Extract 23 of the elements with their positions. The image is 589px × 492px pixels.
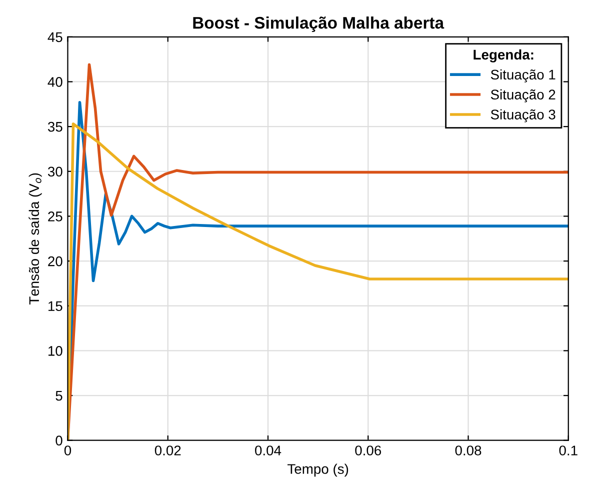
x-axis-title: Tempo (s) xyxy=(288,464,348,477)
y-tick-label: 40 xyxy=(48,77,62,87)
y-tick-label: 45 xyxy=(48,32,62,42)
x-tick-label: 0.1 xyxy=(559,446,578,456)
y-tick-label: 15 xyxy=(48,301,62,312)
legend-label: Situação 2 xyxy=(490,89,556,102)
x-tick-label: 0.02 xyxy=(154,446,181,456)
y-tick-label: 25 xyxy=(48,212,62,222)
x-tick-label: 0.06 xyxy=(355,446,382,456)
y-axis-title: Tensão de saída (V$_{o}$) xyxy=(28,173,42,304)
y-tick-label: 5 xyxy=(56,390,62,401)
y-tick-label: 30 xyxy=(48,166,62,177)
y-tick-label: 0 xyxy=(56,436,62,446)
y-tick-label: 10 xyxy=(48,346,62,356)
x-tick-label: 0 xyxy=(64,446,72,456)
chart-title: Boost - Simulação Malha aberta xyxy=(193,16,444,32)
legend-label: Situação 3 xyxy=(490,109,556,122)
y-tick-label: 20 xyxy=(48,256,62,266)
legend-label: Situação 1 xyxy=(490,69,556,82)
x-tick-label: 0.08 xyxy=(455,446,482,456)
y-tick-label: 35 xyxy=(48,122,62,132)
x-tick-label: 0.04 xyxy=(255,446,282,456)
legend-title: Legenda: xyxy=(474,49,534,62)
